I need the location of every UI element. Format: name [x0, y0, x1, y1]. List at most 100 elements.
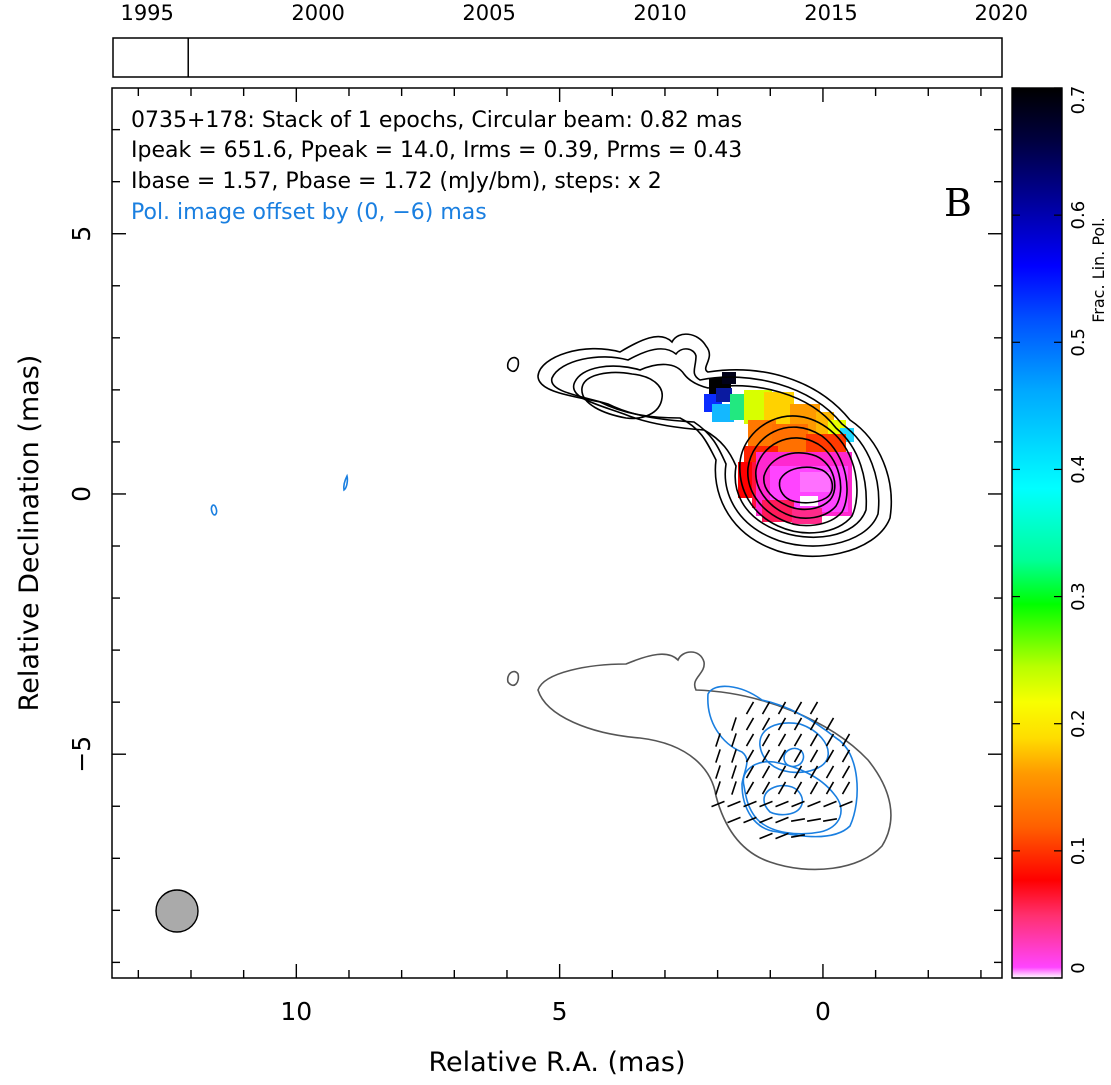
colorbar-tick-label: 0.6: [1068, 201, 1089, 230]
evpa-tick: [806, 817, 822, 823]
fpol-pixel: [792, 508, 822, 524]
evpa-tick: [825, 717, 835, 731]
evpa-tick: [825, 749, 835, 763]
evpa-tick: [711, 800, 725, 808]
total-intensity-contours: [506, 333, 892, 558]
plot-area: 10 5 0 5 0 −5 0735+178: Stack of 1 epochs, Ci…: [67, 87, 1003, 1026]
plot-frame: [111, 87, 1003, 979]
evpa-tick: [759, 832, 773, 840]
panel-letter: B: [944, 181, 972, 225]
evpa-tick: [731, 765, 737, 779]
fpol-pixel: [800, 472, 830, 492]
intensity-contour: [739, 415, 858, 534]
fpol-pixel: [722, 372, 736, 384]
y-axis-title: Relative Declination (mas): [14, 355, 45, 712]
evpa-tick: [745, 749, 755, 763]
evpa-tick: [777, 765, 787, 779]
intensity-contour: [755, 437, 842, 519]
evpa-tick: [761, 765, 771, 779]
intensity-contour: [747, 426, 848, 527]
evpa-tick: [841, 749, 851, 763]
epoch-timeline: 1995 2000 2005 2010 2015 2020: [112, 1, 1028, 78]
evpa-tick: [807, 800, 821, 808]
colorbar-ticks: 0 0.1 0.2 0.3 0.4 0.5 0.6 0.7: [1012, 86, 1089, 979]
evpa-tick: [759, 800, 773, 808]
lowest-intensity-contour: [537, 651, 892, 871]
evpa-tick: [809, 749, 819, 763]
evpa-tick: [841, 781, 851, 795]
fpol-pixel: [716, 388, 732, 402]
x-tick-label: 5: [552, 997, 568, 1026]
colorbar-tick-label: 0.1: [1068, 837, 1089, 866]
evpa-tick: [761, 701, 771, 715]
info-line-1: 0735+178: Stack of 1 epochs, Circular be…: [131, 108, 742, 133]
evpa-tick: [745, 765, 755, 779]
y-tick-label: −5: [67, 736, 96, 773]
intensity-contour: [506, 356, 520, 373]
intensity-contour: [537, 333, 892, 558]
axis-tick-marks: [112, 88, 1002, 978]
evpa-tick: [775, 800, 789, 808]
intensity-contour: [763, 452, 836, 511]
evpa-tick: [777, 781, 787, 795]
evpa-tick: [745, 701, 755, 715]
evpa-tick: [793, 765, 803, 779]
evpa-tick: [793, 717, 803, 731]
evpa-tick: [743, 816, 757, 824]
evpa-tick: [715, 781, 721, 795]
fpol-pixel: [730, 394, 748, 420]
polarized-contour: [763, 784, 804, 816]
evpa-tick: [761, 749, 771, 763]
x-axis-title: Relative R.A. (mas): [429, 1047, 686, 1078]
evpa-tick: [790, 833, 806, 839]
intensity-contour: [581, 371, 663, 420]
evpa-tick: [793, 701, 803, 715]
evpa-tick: [731, 733, 737, 747]
evpa-tick: [793, 733, 803, 747]
colorbar-tick-label: 0.5: [1068, 328, 1089, 357]
evpa-tick: [761, 733, 771, 747]
evpa-tick: [775, 816, 789, 824]
evpa-tick: [809, 701, 819, 715]
evpa-tick: [745, 733, 755, 747]
evpa-tick: [745, 781, 755, 795]
timeline-year-label: 1995: [120, 1, 173, 25]
evpa-tick: [727, 816, 741, 824]
offset-note: Pol. image offset by (0, −6) mas: [131, 200, 487, 225]
evpa-vectors: [711, 701, 853, 840]
evpa-tick: [793, 781, 803, 795]
evpa-tick: [809, 781, 819, 795]
timeline-year-label: 2005: [462, 1, 515, 25]
timeline-year-label: 2010: [633, 1, 686, 25]
polarized-contour: [210, 504, 218, 516]
evpa-tick: [745, 717, 755, 731]
evpa-tick: [841, 765, 851, 779]
info-line-3: Ibase = 1.57, Pbase = 1.72 (mJy/bm), ste…: [131, 169, 662, 194]
evpa-tick: [731, 749, 737, 763]
evpa-tick: [761, 717, 771, 731]
info-line-2: Ipeak = 651.6, Ppeak = 14.0, Irms = 0.39…: [131, 138, 742, 163]
timeline-year-label: 2000: [291, 1, 344, 25]
timeline-year-labels: 1995 2000 2005 2010 2015 2020: [120, 1, 1028, 25]
offset-polarization-image: [210, 473, 892, 871]
evpa-tick: [823, 800, 837, 808]
evpa-tick: [822, 817, 838, 823]
evpa-tick: [731, 781, 737, 795]
beam-ellipse: [155, 889, 199, 933]
lowest-intensity-contour: [506, 670, 520, 687]
colorbar-title: Frac. Lin. Pol.: [1089, 217, 1108, 322]
fpol-pixel: [800, 496, 818, 506]
colorbar-tick-label: 0.3: [1068, 582, 1089, 611]
evpa-tick: [715, 749, 721, 763]
colorbar-tick-label: 0.4: [1068, 455, 1089, 484]
timeline-box: [112, 37, 1003, 78]
evpa-tick: [777, 717, 787, 731]
colorbar-tick-label: 0.2: [1068, 709, 1089, 738]
evpa-tick: [777, 733, 787, 747]
evpa-tick: [731, 717, 737, 731]
colorbar-tick-label: 0: [1068, 962, 1089, 973]
y-tick-label: 0: [67, 486, 96, 502]
intensity-contour: [551, 348, 880, 547]
evpa-tick: [793, 749, 803, 763]
